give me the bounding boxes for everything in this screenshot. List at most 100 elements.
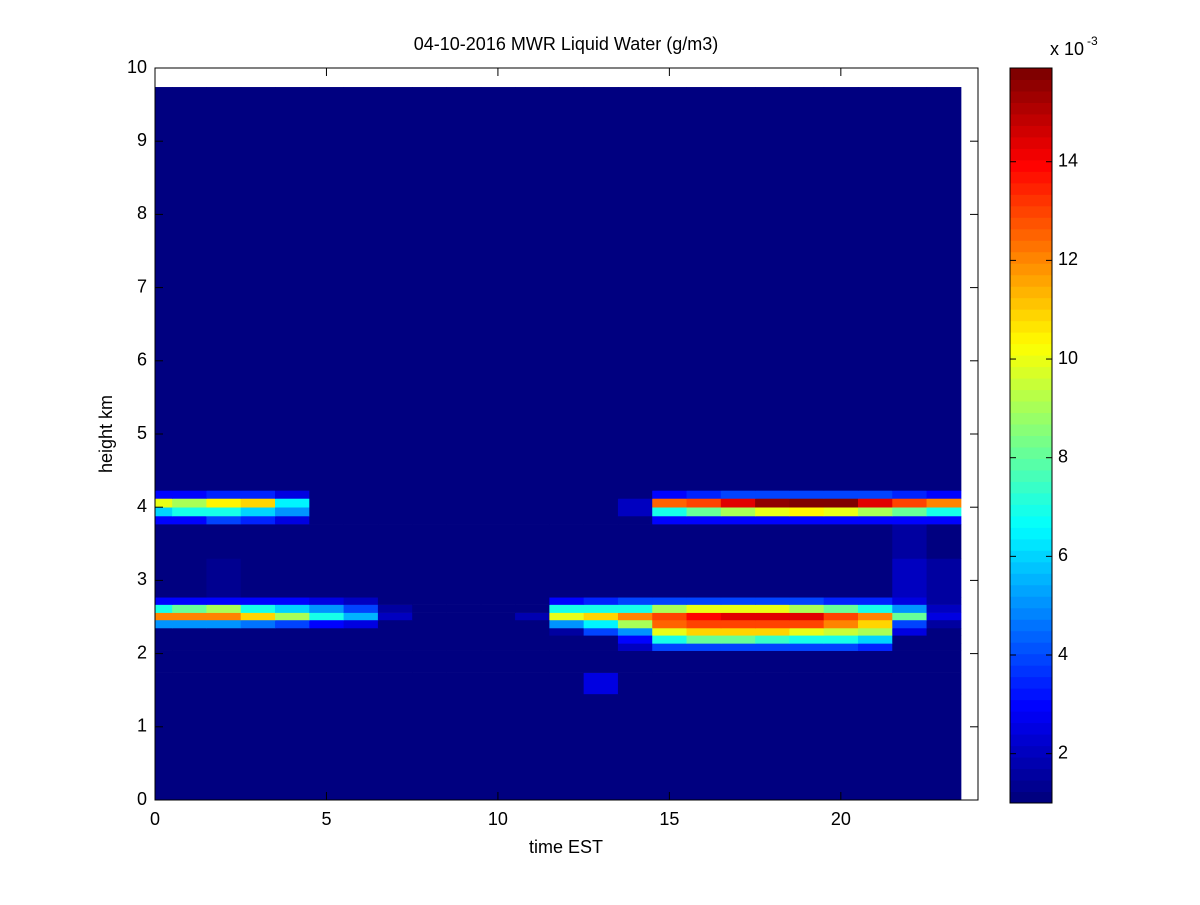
colorbar-swatch [1010, 378, 1052, 391]
colorbar-swatch [1010, 676, 1052, 689]
heat-cell [343, 635, 379, 644]
heat-cell [240, 693, 276, 801]
heat-cell [549, 627, 585, 636]
heat-cell [892, 87, 928, 491]
heat-cell [343, 604, 379, 613]
heat-cell [480, 558, 516, 598]
heat-cell [412, 87, 447, 491]
heat-cell [377, 643, 413, 651]
heat-cell [926, 619, 962, 629]
heat-cell [515, 635, 550, 644]
heat-cell [720, 627, 756, 636]
colorbar-swatch [1010, 401, 1052, 414]
heat-cell [617, 498, 653, 508]
heat-cell [549, 604, 585, 613]
heat-cell [343, 619, 379, 629]
heat-cell [789, 87, 825, 491]
heat-cell [652, 635, 688, 644]
colorbar-swatch [1010, 780, 1052, 793]
heat-cell [515, 643, 550, 651]
colorbar-swatch [1010, 113, 1052, 126]
heat-cell [377, 498, 413, 508]
heat-cell [377, 672, 413, 695]
heat-cell [857, 635, 893, 644]
y-tick-label: 7 [137, 276, 147, 296]
heat-cell [926, 672, 962, 695]
heat-cell [206, 498, 242, 508]
heat-cell [206, 604, 242, 613]
heat-cell [515, 619, 550, 629]
heat-cell [857, 507, 893, 517]
colorbar-swatch [1010, 665, 1052, 678]
colorbar-swatch [1010, 182, 1052, 195]
heat-cell [240, 524, 276, 559]
heat-cell [857, 693, 893, 801]
heat-cell [823, 597, 859, 605]
colorbar-swatch [1010, 424, 1052, 436]
heat-cell [549, 635, 585, 644]
heat-cell [446, 515, 482, 525]
colorbar-swatch [1010, 584, 1052, 597]
heat-cell [720, 558, 756, 598]
heat-cell [755, 619, 790, 629]
heat-cell [515, 604, 550, 613]
heat-cell [515, 558, 550, 598]
heat-cell [549, 524, 585, 559]
heat-cell [755, 507, 790, 517]
heat-cell [823, 524, 859, 559]
heat-cell [857, 643, 893, 651]
heat-cell [377, 619, 413, 629]
x-tick-label: 20 [831, 809, 851, 829]
heat-cell [652, 604, 688, 613]
heat-cell [892, 643, 928, 651]
heat-cell [686, 515, 722, 525]
heat-cell [583, 507, 619, 517]
heat-cell [926, 627, 962, 636]
heat-cell [412, 515, 447, 525]
heat-cell [275, 693, 310, 801]
heat-cell [172, 672, 207, 695]
colorbar-swatch [1010, 355, 1052, 368]
heat-cell [617, 604, 653, 613]
heat-cell [823, 604, 859, 613]
heat-cell [857, 597, 893, 605]
colorbar-swatch [1010, 619, 1052, 632]
colorbar-tick-label: 2 [1058, 742, 1068, 762]
x-tick-label: 15 [659, 809, 679, 829]
heat-cell [755, 558, 790, 598]
heat-cell [446, 619, 482, 629]
heat-cell [926, 693, 962, 801]
heat-cell [789, 612, 825, 621]
heat-cell [172, 87, 207, 491]
heat-cell [480, 515, 516, 525]
heat-cell [789, 643, 825, 651]
heat-cell [206, 627, 242, 636]
heat-cell [926, 87, 962, 491]
heat-cell [549, 643, 585, 651]
heat-cell [617, 612, 653, 621]
heat-cell [789, 597, 825, 605]
colorbar-swatch [1010, 607, 1052, 620]
heat-cell [240, 672, 276, 695]
heat-cell [309, 635, 345, 644]
colorbar-swatch [1010, 159, 1052, 172]
heat-cell [240, 643, 276, 651]
heat-cell [926, 612, 962, 621]
heat-cell [755, 498, 790, 508]
heat-cell [206, 524, 242, 559]
heat-cell [686, 693, 722, 801]
chart-title: 04-10-2016 MWR Liquid Water (g/m3) [414, 34, 718, 54]
heat-cell [652, 612, 688, 621]
colorbar-swatch [1010, 68, 1052, 80]
heat-cell [206, 612, 242, 621]
heat-cell [926, 650, 962, 673]
heat-cell [412, 490, 447, 499]
heat-cell [926, 524, 962, 559]
heat-cell [446, 604, 482, 613]
colorbar-swatch [1010, 596, 1052, 609]
heat-cell [172, 507, 207, 517]
heat-cell [789, 672, 825, 695]
heat-cell [617, 507, 653, 517]
heat-cell [857, 672, 893, 695]
colorbar-exponent: -3 [1087, 34, 1098, 48]
